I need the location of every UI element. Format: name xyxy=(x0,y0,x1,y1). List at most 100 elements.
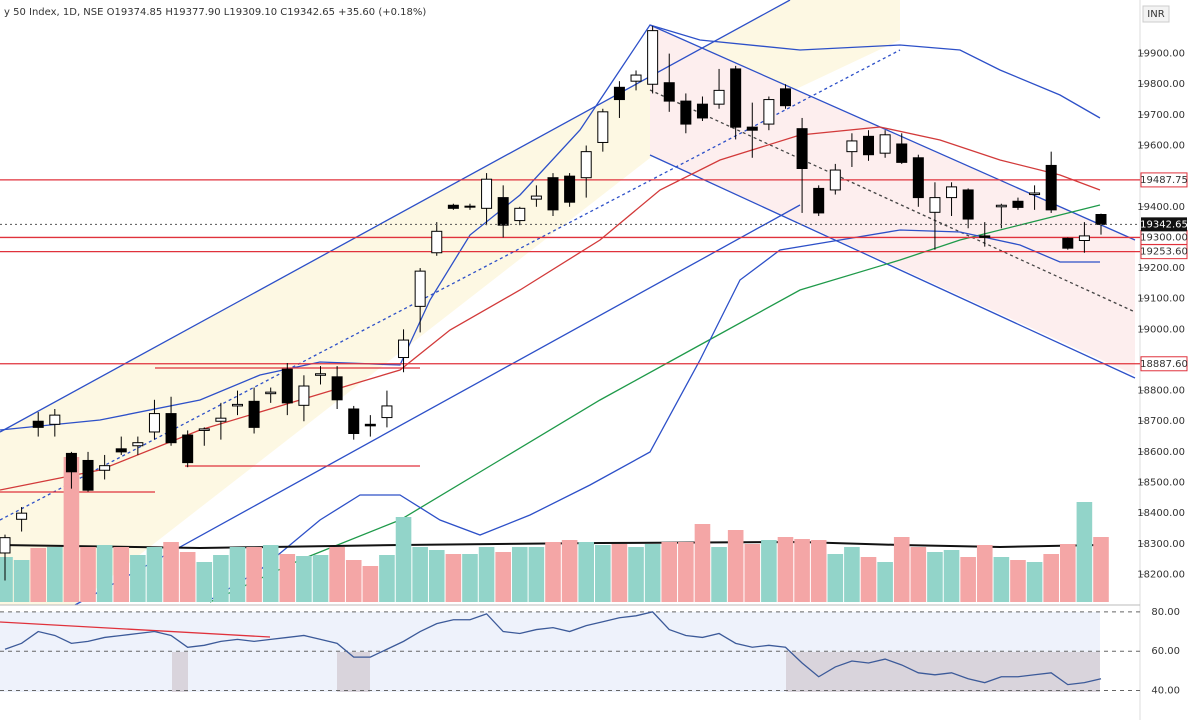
candle-body xyxy=(680,100,692,125)
candle-body xyxy=(1045,164,1057,211)
level-label: 18887.60 xyxy=(1140,359,1188,370)
candle-body xyxy=(912,157,924,199)
candle-body xyxy=(713,89,725,105)
candle-body xyxy=(132,442,144,447)
volume-bar xyxy=(777,537,794,602)
volume-bar xyxy=(296,556,312,602)
candle-body xyxy=(613,86,625,101)
y-tick-label: 18300.00 xyxy=(1137,539,1185,550)
candle-body xyxy=(165,413,177,444)
candle-body xyxy=(514,207,526,222)
candle-body xyxy=(331,376,343,401)
candle-body xyxy=(265,391,277,395)
volume-bar xyxy=(412,547,428,602)
candle-body xyxy=(315,373,327,376)
volume-bar xyxy=(462,554,478,602)
candle-body xyxy=(0,537,11,554)
volume-bar xyxy=(47,547,63,602)
volume-bar xyxy=(561,540,578,602)
volume-bar xyxy=(495,552,511,602)
volume-bar xyxy=(844,547,860,602)
volume-bar xyxy=(130,555,146,602)
candle-body xyxy=(647,30,659,85)
y-tick-label: 19900.00 xyxy=(1137,49,1185,60)
y-tick-label: 19700.00 xyxy=(1137,110,1185,121)
candle-body xyxy=(298,385,310,406)
candle-body xyxy=(497,197,509,226)
bollinger-band xyxy=(209,229,1100,601)
volume-bar xyxy=(678,542,694,602)
candle-body xyxy=(16,512,28,520)
level-label: 19300.00 xyxy=(1140,232,1188,243)
volume-bar xyxy=(1093,537,1109,602)
volume-bar xyxy=(545,542,561,602)
channel-line xyxy=(649,154,1136,379)
volume-bar xyxy=(694,524,711,602)
y-tick-label: 18400.00 xyxy=(1137,508,1185,519)
candle-body xyxy=(547,177,559,211)
currency-label: INR xyxy=(1147,9,1164,20)
volume-bar xyxy=(761,540,777,602)
volume-bar xyxy=(810,540,827,602)
volume-bar xyxy=(511,547,528,602)
rsi-zone xyxy=(786,652,1100,692)
candle-body xyxy=(696,103,708,119)
candle-body xyxy=(32,420,44,428)
candle-body xyxy=(995,204,1007,208)
y-tick-label: 18500.00 xyxy=(1137,478,1185,489)
volume-bar xyxy=(1076,502,1093,602)
candle-body xyxy=(364,423,376,427)
y-tick-label: 18700.00 xyxy=(1137,416,1185,427)
candle-body xyxy=(630,74,642,82)
candle-body xyxy=(115,448,127,453)
volume-bar xyxy=(744,544,761,602)
candle-body xyxy=(1095,213,1107,225)
volume-bar xyxy=(661,542,678,602)
candle-body xyxy=(979,235,991,238)
rsi-zone xyxy=(172,652,188,692)
volume-bar xyxy=(827,554,844,602)
candle-body xyxy=(1062,237,1074,249)
volume-bar xyxy=(229,547,246,602)
y-tick-label: 19000.00 xyxy=(1137,324,1185,335)
candle-body xyxy=(663,82,675,102)
volume-bar xyxy=(63,457,80,602)
volume-bar xyxy=(329,547,345,602)
volume-bar xyxy=(428,550,445,602)
y-tick-label: 18600.00 xyxy=(1137,447,1185,458)
volume-bar xyxy=(1010,560,1026,602)
last-price-tag xyxy=(1141,217,1187,232)
candle-body xyxy=(597,111,609,143)
volume-bar xyxy=(877,562,893,602)
candle-body xyxy=(1029,192,1041,196)
level-tag xyxy=(1140,172,1188,188)
last-price-label: 19342.65 xyxy=(1140,219,1188,230)
level-label: 19253.60 xyxy=(1140,247,1188,258)
candle-body xyxy=(564,175,576,203)
candle-body xyxy=(1012,200,1024,208)
level-label: 19487.75 xyxy=(1140,175,1188,186)
candle-body xyxy=(49,414,61,425)
level-tag xyxy=(1140,356,1188,372)
volume-bar xyxy=(993,557,1010,602)
level-tag xyxy=(1140,244,1188,260)
volume-bar xyxy=(1026,562,1043,602)
candle-body xyxy=(746,126,758,131)
channel-line xyxy=(0,0,791,433)
volume-bar xyxy=(96,545,113,602)
volume-bar xyxy=(163,542,179,602)
volume-bar xyxy=(595,545,611,602)
candle-body xyxy=(763,99,775,125)
candle-body xyxy=(481,178,493,209)
candle-body xyxy=(215,417,227,422)
y-tick-label: 19200.00 xyxy=(1137,263,1185,274)
candle-body xyxy=(929,197,941,213)
volume-bar xyxy=(644,544,661,602)
volume-bar xyxy=(262,545,279,602)
candle-body xyxy=(381,405,393,419)
candle-body xyxy=(398,339,410,359)
candle-body xyxy=(796,128,808,169)
volume-bar xyxy=(1059,544,1076,602)
y-tick-label: 19100.00 xyxy=(1137,294,1185,305)
candle-body xyxy=(182,434,194,464)
